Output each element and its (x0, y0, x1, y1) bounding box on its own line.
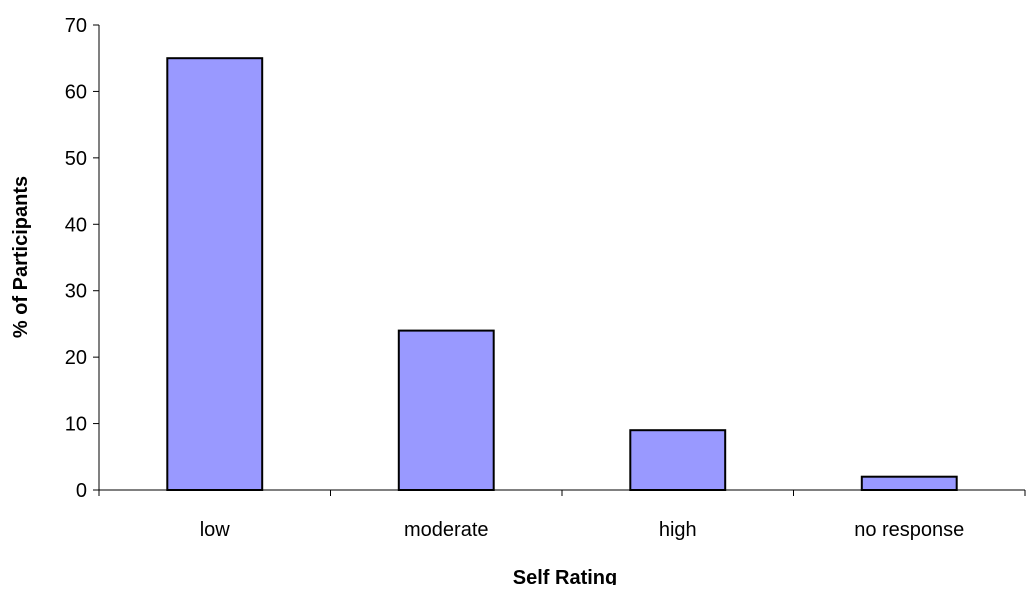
y-tick-label: 40 (65, 214, 87, 236)
x-tick-label: high (659, 519, 697, 541)
bar-low (166, 57, 264, 491)
y-axis-title: % of Participants (10, 176, 32, 338)
y-tick-label: 10 (65, 414, 87, 436)
bar-moderate (397, 329, 495, 491)
y-tick-label: 30 (65, 281, 87, 303)
y-tick-label: 60 (65, 81, 87, 103)
y-tick-label: 0 (76, 480, 87, 502)
y-tick-label: 20 (65, 347, 87, 369)
bars-group (166, 57, 958, 492)
x-axis-title: Self Rating (513, 567, 617, 585)
labels-group: 0 10 20 30 40 50 60 70 low moderate high no respons… (65, 15, 965, 541)
x-tick-label: low (200, 519, 231, 541)
y-tick-label: 70 (65, 15, 87, 37)
axes-group (93, 24, 1026, 496)
x-tick-label: moderate (404, 519, 489, 541)
bar-no-response (860, 475, 958, 492)
x-tick-label: no response (854, 519, 964, 541)
bar-high (629, 429, 727, 492)
y-tick-label: 50 (65, 148, 87, 170)
